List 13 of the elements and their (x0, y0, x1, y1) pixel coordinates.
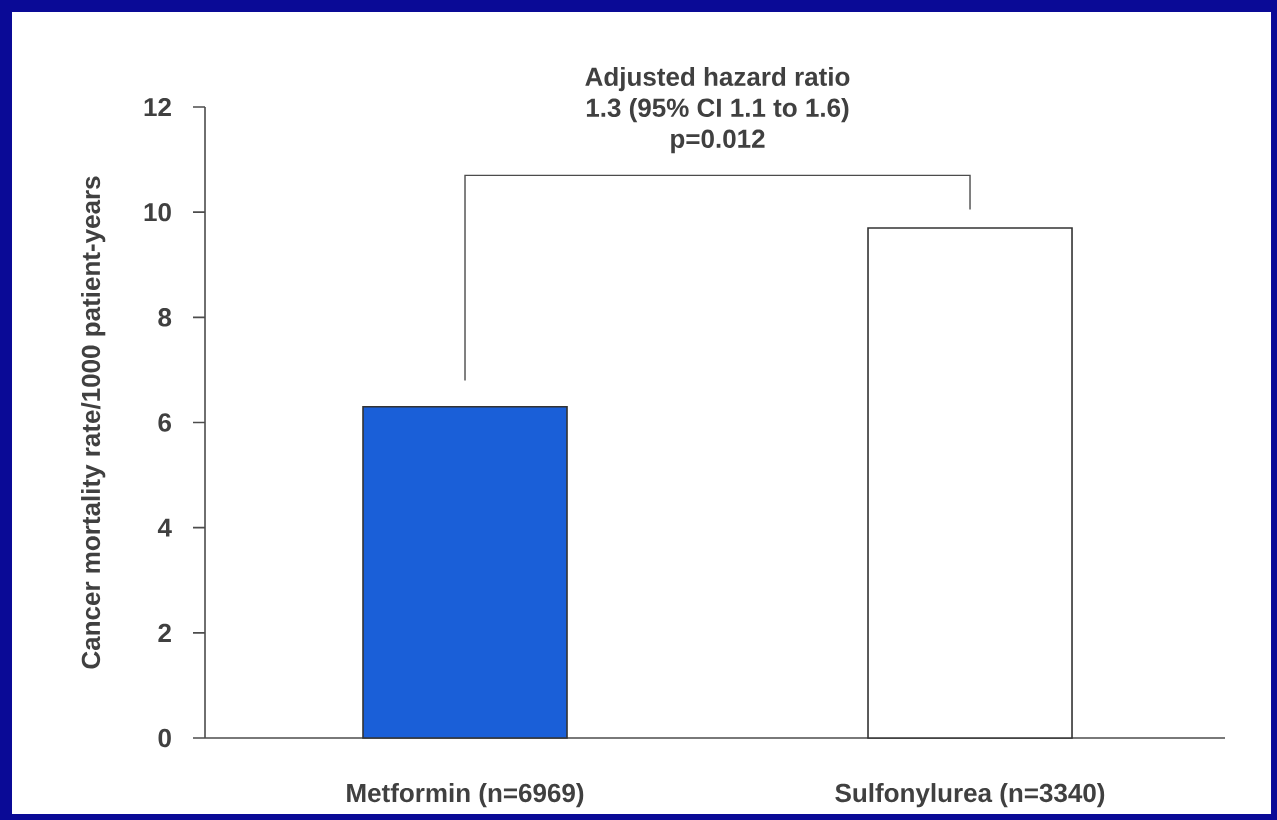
y-tick-label: 4 (157, 518, 172, 537)
y-tick-label: 12 (144, 97, 171, 117)
x-tick-label: Sulfonylurea (n=3340) (835, 783, 1105, 808)
text: Adjusted hazard ratio (585, 66, 850, 92)
y-tick-label: 10 (144, 202, 171, 222)
y-tick-label: 6 (158, 413, 171, 432)
x-tick-label: Metformin (n=6969) (347, 783, 584, 808)
y-tick-label: 2 (158, 623, 171, 642)
y-axis-title: Cancer mortality rate/1000 patient-years (81, 176, 106, 669)
y-tick-label: 8 (158, 308, 172, 327)
annotation: 1.3 (95% CI 1.1 to 1.6) (586, 97, 849, 123)
y-tick-label: 0 (158, 728, 171, 748)
annotation: p=0.012 (671, 129, 765, 154)
